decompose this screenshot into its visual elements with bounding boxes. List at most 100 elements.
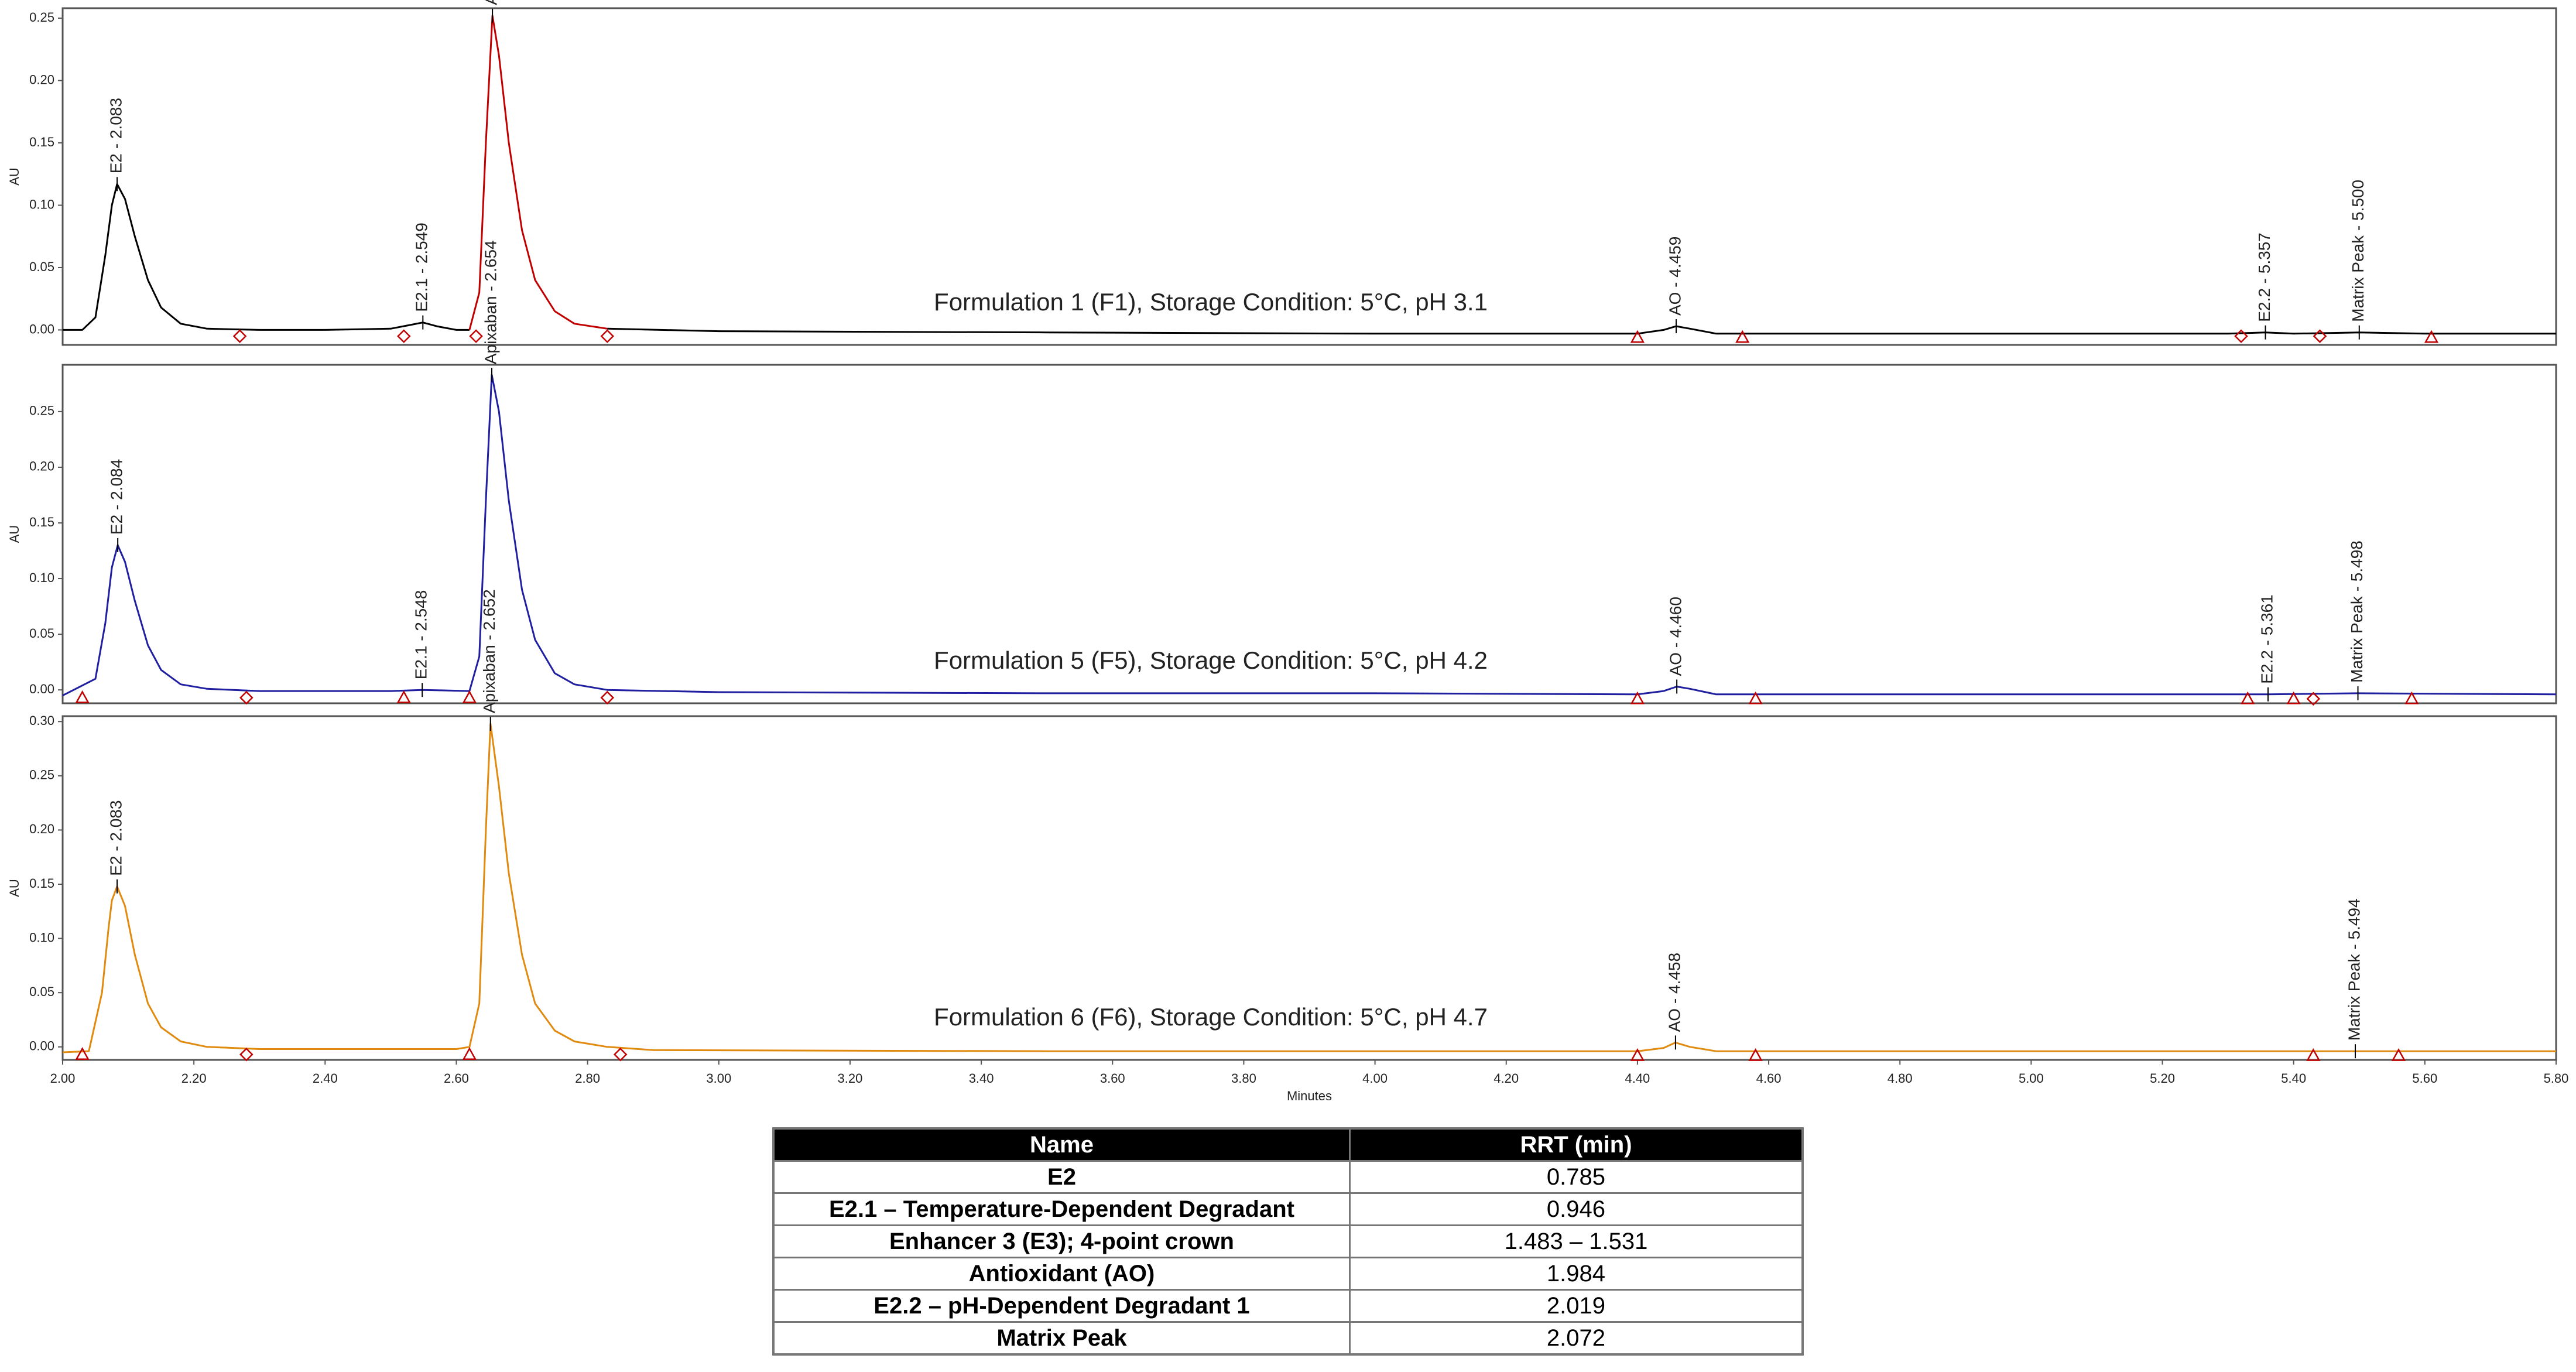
x-tick-label: 4.40 — [1625, 1071, 1650, 1086]
x-tick-label: 3.20 — [838, 1071, 863, 1086]
x-axis-label: Minutes — [1287, 1089, 1332, 1103]
rrt-cell: 0.785 — [1348, 1160, 1804, 1194]
integration-marker — [462, 690, 477, 703]
table-row: Enhancer 3 (E3); 4-point crown 1.483 – 1.… — [772, 1224, 1804, 1258]
panel-subtitle: Formulation 5 (F5), Storage Condition: 5… — [934, 646, 1488, 674]
integration-marker — [2234, 329, 2248, 343]
y-tick-label: 0.05 — [29, 626, 54, 641]
name-cell: Matrix Peak — [772, 1321, 1351, 1356]
peak-label: Matrix Peak - 5.498 — [2348, 540, 2366, 683]
integration-marker — [613, 1047, 628, 1062]
integration-marker — [1735, 330, 1750, 343]
peak-label: Apixaban - 2.655 — [482, 0, 501, 5]
integration-marker — [2241, 691, 2255, 704]
integration-marker — [397, 329, 411, 343]
y-axis-label: AU — [7, 525, 22, 543]
integration-marker — [1748, 691, 1763, 704]
y-tick-label: 0.20 — [29, 822, 54, 836]
x-tick-label: 3.00 — [706, 1071, 731, 1086]
table-row: Matrix Peak 2.072 — [772, 1321, 1804, 1356]
integration-marker — [232, 329, 247, 343]
integration-marker — [1748, 1048, 1763, 1061]
table-row: Antioxidant (AO) 1.984 — [772, 1257, 1804, 1291]
name-cell: E2.2 – pH-Dependent Degradant 1 — [772, 1289, 1351, 1323]
rrt-cell: 1.984 — [1348, 1257, 1804, 1291]
y-tick-label: 0.10 — [29, 570, 54, 585]
table-row: E2.1 – Temperature-Dependent Degradant 0.… — [772, 1192, 1804, 1226]
y-tick-label: 0.30 — [29, 713, 54, 728]
x-tick-label: 5.40 — [2281, 1071, 2306, 1086]
y-tick-label: 0.00 — [29, 1039, 54, 1053]
x-tick-label: 4.80 — [1888, 1071, 1913, 1086]
name-cell: E2 — [772, 1160, 1351, 1194]
trace — [63, 183, 470, 331]
rrt-table: Name RRT (min) E2 0.785 E2.1 – Temperature-D… — [772, 1127, 1804, 1356]
x-tick-label: 2.80 — [575, 1071, 600, 1086]
y-axis-label: AU — [7, 879, 22, 897]
integration-marker — [239, 690, 254, 705]
x-tick-label: 4.00 — [1362, 1071, 1388, 1086]
peak-label: E2.1 - 2.549 — [413, 223, 431, 312]
header-cell: Name — [772, 1127, 1351, 1162]
x-tick-label: 5.80 — [2544, 1071, 2569, 1086]
integration-marker — [1630, 330, 1645, 343]
y-tick-label: 0.05 — [29, 984, 54, 999]
peak-label: Apixaban - 2.654 — [481, 240, 499, 364]
peak-label: Matrix Peak - 5.500 — [2349, 180, 2367, 322]
integration-marker — [2306, 1048, 2321, 1061]
integration-marker — [75, 690, 90, 703]
y-tick-label: 0.15 — [29, 135, 54, 149]
plot-frame — [61, 364, 2557, 704]
plot-frame — [61, 7, 2557, 346]
integration-marker — [2286, 691, 2301, 704]
name-cell: Enhancer 3 (E3); 4-point crown — [772, 1224, 1351, 1258]
x-tick-label: 2.00 — [50, 1071, 76, 1086]
peak-label: Apixaban - 2.652 — [480, 589, 498, 713]
x-tick-label: 5.60 — [2412, 1071, 2437, 1086]
peak-label: AO - 4.460 — [1667, 597, 1685, 676]
x-tick-label: 3.80 — [1231, 1071, 1256, 1086]
y-tick-label: 0.10 — [29, 197, 54, 211]
x-tick-label: 2.40 — [313, 1071, 338, 1086]
peak-label: E2.2 - 5.357 — [2255, 232, 2273, 322]
rrt-cell: 1.483 – 1.531 — [1348, 1224, 1804, 1258]
y-tick-label: 0.15 — [29, 515, 54, 529]
y-tick-label: 0.25 — [29, 768, 54, 782]
x-tick-label: 4.60 — [1756, 1071, 1782, 1086]
x-tick-label: 3.60 — [1100, 1071, 1125, 1086]
rrt-cell: 2.019 — [1348, 1289, 1804, 1323]
peak-label: E2.1 - 2.548 — [412, 590, 430, 680]
x-tick-label: 5.00 — [2019, 1071, 2044, 1086]
table-row: E2.2 – pH-Dependent Degradant 1 2.019 — [772, 1289, 1804, 1323]
x-tick-label: 4.20 — [1493, 1071, 1519, 1086]
y-tick-label: 0.20 — [29, 72, 54, 87]
x-tick-label: 2.20 — [181, 1071, 207, 1086]
peak-label: E2 - 2.083 — [107, 800, 125, 876]
peak-label: AO - 4.458 — [1665, 953, 1683, 1032]
integration-marker — [2424, 330, 2439, 343]
integration-marker — [2391, 1048, 2406, 1061]
x-tick-label: 3.40 — [969, 1071, 994, 1086]
trace — [62, 723, 2556, 1053]
integration-marker — [2404, 691, 2419, 704]
y-tick-label: 0.00 — [29, 682, 54, 696]
header-cell: RRT (min) — [1348, 1127, 1804, 1162]
integration-marker — [1630, 1048, 1645, 1061]
x-tick-label: 5.20 — [2150, 1071, 2175, 1086]
trace — [607, 325, 2556, 335]
peak-label: E2 - 2.084 — [108, 459, 126, 535]
peak-label: E2 - 2.083 — [107, 98, 125, 173]
peak-label: E2.2 - 5.361 — [2258, 594, 2276, 684]
plot-frame — [61, 715, 2557, 1061]
trace — [468, 15, 608, 330]
integration-marker — [600, 329, 615, 343]
peak-label: AO - 4.459 — [1666, 237, 1684, 316]
integration-marker — [2313, 329, 2327, 343]
integration-marker — [600, 690, 615, 705]
y-tick-label: 0.05 — [29, 259, 54, 274]
rrt-cell: 2.072 — [1348, 1321, 1804, 1356]
name-cell: E2.1 – Temperature-Dependent Degradant — [772, 1192, 1351, 1226]
rrt-cell: 0.946 — [1348, 1192, 1804, 1226]
integration-marker — [2306, 692, 2321, 706]
name-cell: Antioxidant (AO) — [772, 1257, 1351, 1291]
